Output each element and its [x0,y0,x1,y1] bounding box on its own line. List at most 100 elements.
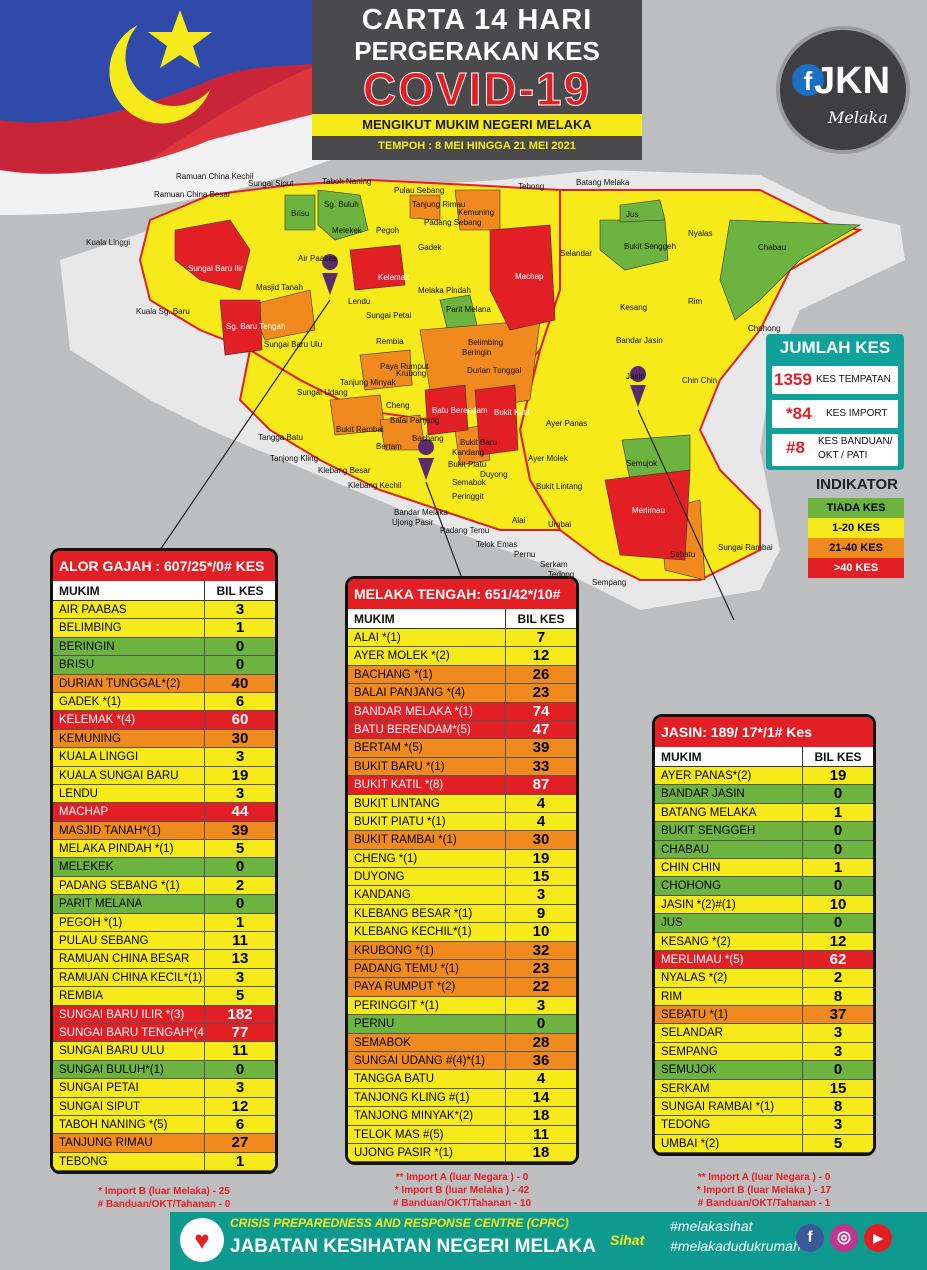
mukim-name: AYER PANAS*(2) [655,767,803,785]
bil-kes: 0 [833,785,843,803]
youtube-icon[interactable]: ▶ [864,1224,892,1252]
table-row: PADANG TEMU *(1) 23 [348,960,576,979]
map-label: Peringgit [452,492,484,501]
table-row: NYALAS *(2) 2 [655,969,873,988]
table-row: LENDU 3 [53,784,275,804]
mukim-name: SUNGAI SIPUT [53,1097,205,1115]
bil-kes: 30 [231,729,249,747]
col-mukim: MUKIM [348,609,506,628]
mukim-name: LENDU [53,784,205,803]
jasin-foot-1: ** Import A (luar Negara ) - 0 [697,1172,831,1183]
alor-gajah-title: ALOR GAJAH : 607/25*/0# KES [53,551,275,581]
bil-kes: 1 [833,858,843,876]
melaka-flag [0,0,330,215]
table-row: KRUBONG *(1) 32 [348,941,576,961]
mukim-name: GADEK *(1) [53,692,205,711]
map-label: Machap [515,272,544,281]
mukim-name: DUYONG [348,868,506,886]
mukim-name: AIR PAABAS [53,601,205,619]
mukim-name: UMBAI *(2) [655,1134,803,1153]
melaka-tengah-foot-3: # Banduan/OKT/Tahanan - 10 [392,1198,532,1209]
map-label: Kandang [452,448,485,457]
map-label: Chohong [748,324,781,333]
map-label: Sungai Siput [248,179,294,188]
bil-kes: 1 [833,803,843,821]
mukim-name: KUALA LINGGI [53,748,205,766]
title-box: CARTA 14 HARI PERGERAKAN KES COVID-19 [312,0,642,160]
table-row: RAMUAN CHINA KECIL*(1) 3 [53,968,275,988]
table-row: PEGOH *(1) 1 [53,913,275,933]
table-row: SUNGAI BARU TENGAH*(4) 77 [53,1023,275,1043]
mukim-name: BUKIT KATIL *(8) [348,776,506,794]
facebook-icon[interactable]: f [796,1224,824,1252]
bil-kes: 40 [231,674,249,692]
mukim-name: SEMABOK [348,1033,506,1051]
mukim-name: PERINGGIT *(1) [348,996,506,1015]
mukim-name: BUKIT PIATU *(1) [348,812,506,831]
bil-kes: 13 [231,950,249,968]
col-bil-kes: BIL KES [216,584,264,598]
table-row: ALAI *(1) 7 [348,629,576,648]
bil-kes: 3 [833,1042,843,1060]
table-row: KANDANG 3 [348,886,576,905]
melaka-tengah-header: MUKIM BIL KES [348,609,576,629]
jkn-text: JABATAN KESIHATAN NEGERI MELAKA [230,1236,596,1257]
mukim-name: JASIN *(2)#(1) [655,895,803,914]
mukim-name: BRISU [53,656,205,674]
instagram-icon[interactable]: ◎ [830,1224,858,1252]
bil-kes: 0 [833,877,843,895]
map-label: Bukit Piatu [448,460,487,469]
bil-kes: 2 [235,876,245,894]
banduan-count: #8 [786,438,805,457]
mukim-name: PADANG TEMU *(1) [348,960,506,978]
mukim-name: ALAI *(1) [348,629,506,647]
mukim-name: KANDANG [348,886,506,904]
map-label: Parit Melana [446,305,491,314]
tempatan-label: KES TEMPATAN [816,374,891,385]
bil-kes: 0 [235,637,245,655]
bil-kes: 3 [235,1079,245,1097]
mukim-name: BATANG MELAKA [655,803,803,822]
map-label: Gadek [418,243,442,252]
map-label: Sg. Buluh [324,200,359,209]
map-label: Tanjung Rimau [412,200,466,209]
map-label: Bachang [412,434,444,443]
map-label: Pulau Sebang [394,186,445,195]
table-row: MERLIMAU *(5) 62 [655,950,873,970]
bil-kes: 3 [536,886,546,904]
mukim-name: KRUBONG *(1) [348,941,506,960]
indikator-1-20: 1-20 KES [808,518,904,538]
map-label: Bukit Baru [460,438,497,447]
table-row: DURIAN TUNGGAL*(2) 40 [53,674,275,693]
bil-kes: 33 [532,757,550,775]
map-label: Melekek [332,226,362,235]
map-label: Beringin [462,348,492,357]
table-row: SEMPANG 3 [655,1042,873,1062]
melaka-map [60,170,905,620]
mukim-name: TEDONG [655,1116,803,1134]
table-row: BUKIT SENGGEH 0 [655,822,873,841]
col-bil-kes: BIL KES [517,612,565,626]
bil-kes: 11 [232,1042,248,1060]
mukim-name: SUNGAI BARU TENGAH*(4) [53,1023,205,1042]
bil-kes: 7 [536,629,546,646]
table-row: AYER PANAS*(2) 19 [655,767,873,786]
map-label: Semabok [452,478,486,487]
bil-kes: 19 [532,849,550,867]
table-row: TANGGA BATU 4 [348,1070,576,1089]
map-label: Klebang Besar [318,466,371,475]
table-row: BANDAR MELAKA *(1) 74 [348,702,576,721]
table-row: SUNGAI BULUH*(1) 0 [53,1060,275,1080]
mukim-name: TANJONG MINYAK*(2) [348,1107,506,1125]
mukim-name: BALAI PANJANG *(4) [348,684,506,702]
mukim-name: PEGOH *(1) [53,913,205,932]
bil-kes: 12 [231,1097,249,1115]
table-row: GADEK *(1) 6 [53,692,275,712]
location-pin-icon [418,439,435,480]
jkn-logo: f JKN Melaka [776,26,910,154]
tempatan-count: 1359 [774,370,812,389]
jumlah-kes-box: JUMLAH KES 1359 KES TEMPATAN *84 KES IMP… [766,334,904,470]
hashtag-2: #melakadudukrumah [670,1238,801,1254]
map-label: Kuala Sg. Baru [136,307,190,316]
bil-kes: 47 [532,720,550,738]
